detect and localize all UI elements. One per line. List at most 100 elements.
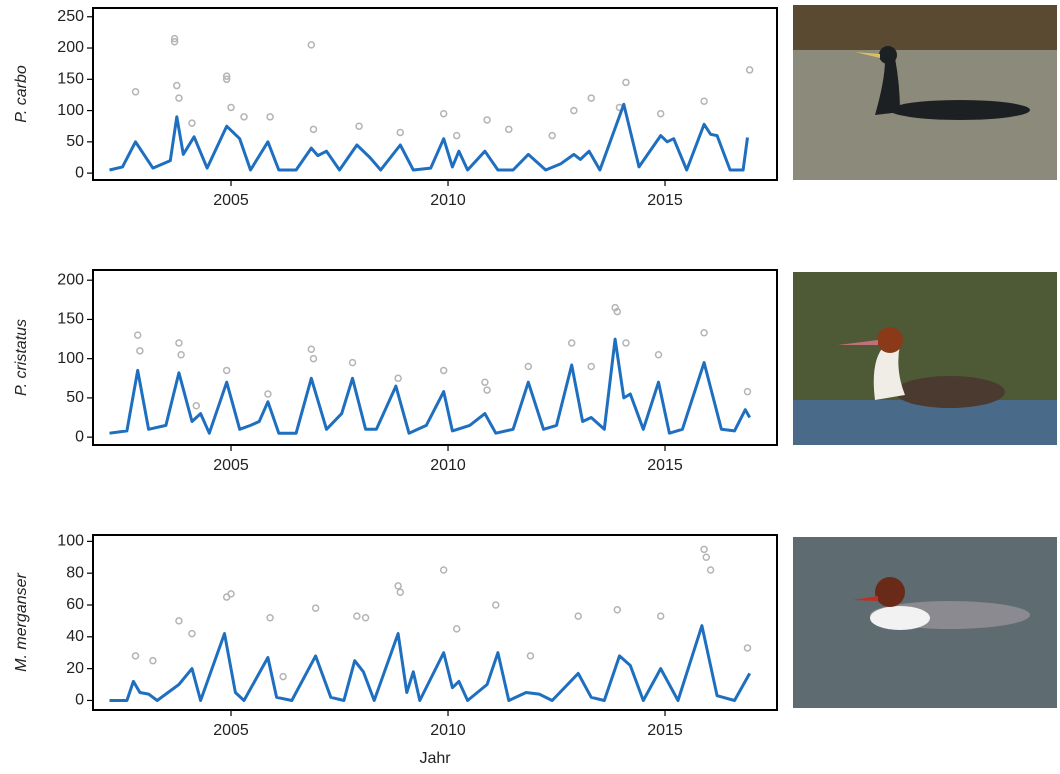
y-tick-label: 200 bbox=[57, 39, 84, 56]
plot-frame bbox=[92, 534, 778, 711]
data-point bbox=[483, 116, 491, 124]
data-point bbox=[131, 88, 140, 96]
x-tick-label: 2005 bbox=[213, 722, 249, 739]
data-point bbox=[706, 566, 715, 574]
data-point bbox=[188, 629, 196, 638]
data-point bbox=[133, 331, 142, 339]
data-point bbox=[149, 656, 157, 665]
photo-grebe bbox=[793, 272, 1057, 445]
data-point bbox=[173, 81, 181, 90]
y-tick-label: 40 bbox=[66, 628, 84, 645]
y-tick-label: 100 bbox=[57, 350, 84, 367]
data-point bbox=[587, 94, 595, 102]
data-point bbox=[567, 339, 576, 347]
data-point bbox=[227, 590, 235, 598]
data-point bbox=[175, 339, 183, 347]
data-point bbox=[307, 345, 316, 354]
data-point bbox=[222, 75, 231, 84]
data-point bbox=[439, 566, 448, 574]
data-point bbox=[394, 582, 402, 590]
y-tick-label: 250 bbox=[57, 8, 84, 25]
photo-merganser bbox=[793, 537, 1057, 708]
x-tick-label: 2015 bbox=[647, 192, 683, 209]
data-point bbox=[613, 606, 622, 614]
y-tick-label: 20 bbox=[66, 660, 84, 677]
y-tick-label: 0 bbox=[75, 428, 84, 445]
plot-frame bbox=[92, 7, 778, 181]
data-point bbox=[266, 613, 274, 622]
data-point bbox=[175, 94, 183, 102]
trend-line bbox=[109, 102, 749, 172]
x-axis-label: Jahr bbox=[419, 750, 451, 767]
data-point bbox=[309, 354, 318, 363]
data-point bbox=[656, 109, 665, 118]
data-point bbox=[526, 652, 535, 660]
data-point bbox=[177, 351, 185, 359]
data-point bbox=[548, 131, 556, 140]
data-point bbox=[394, 374, 402, 383]
data-point bbox=[396, 588, 405, 597]
data-point bbox=[613, 307, 622, 316]
data-point bbox=[439, 366, 448, 375]
y-tick-label: 50 bbox=[66, 133, 84, 150]
data-point bbox=[700, 329, 708, 337]
y-tick-label: 150 bbox=[57, 311, 84, 328]
x-tick-label: 2015 bbox=[647, 457, 683, 474]
data-point bbox=[483, 386, 491, 394]
trend-line bbox=[109, 624, 752, 702]
y-tick-label: 60 bbox=[66, 596, 84, 613]
data-point bbox=[700, 545, 708, 554]
y-tick-label: 100 bbox=[57, 102, 84, 119]
data-point bbox=[279, 672, 287, 681]
data-point bbox=[745, 66, 754, 74]
data-point bbox=[136, 347, 144, 355]
data-point bbox=[622, 78, 630, 87]
y-tick-label: 0 bbox=[75, 164, 84, 181]
x-tick-label: 2005 bbox=[213, 192, 249, 209]
data-point bbox=[452, 131, 461, 140]
x-tick-label: 2010 bbox=[430, 722, 466, 739]
data-point bbox=[656, 612, 665, 620]
y-axis-label: P. cristatus bbox=[13, 319, 30, 396]
data-point bbox=[311, 604, 320, 612]
y-tick-label: 100 bbox=[57, 533, 84, 550]
data-point bbox=[170, 38, 179, 46]
y-tick-label: 200 bbox=[57, 271, 84, 288]
data-point bbox=[222, 72, 231, 80]
data-point bbox=[264, 390, 272, 398]
data-point bbox=[348, 358, 357, 367]
data-point bbox=[396, 128, 405, 137]
data-point bbox=[309, 125, 318, 134]
data-point bbox=[505, 125, 513, 134]
plot-frame bbox=[92, 269, 778, 446]
data-point bbox=[452, 625, 461, 633]
data-point bbox=[743, 387, 752, 396]
data-point bbox=[175, 617, 183, 625]
x-tick-label: 2010 bbox=[430, 457, 466, 474]
data-point bbox=[188, 119, 196, 127]
y-tick-label: 150 bbox=[57, 71, 84, 88]
data-point bbox=[622, 339, 630, 347]
data-point bbox=[131, 652, 140, 660]
data-point bbox=[481, 378, 489, 386]
x-tick-label: 2005 bbox=[213, 457, 249, 474]
y-axis-label: P. carbo bbox=[13, 65, 30, 123]
data-point bbox=[227, 103, 235, 112]
y-tick-label: 80 bbox=[66, 564, 84, 581]
data-point bbox=[355, 122, 363, 130]
y-axis-label: M. merganser bbox=[13, 572, 30, 671]
data-point bbox=[654, 351, 663, 359]
data-point bbox=[361, 613, 370, 622]
y-tick-label: 50 bbox=[66, 389, 84, 406]
trend-line bbox=[109, 337, 752, 435]
y-tick-label: 0 bbox=[75, 692, 84, 709]
data-point bbox=[700, 97, 708, 105]
data-point bbox=[222, 366, 231, 375]
data-point bbox=[587, 362, 595, 371]
data-point bbox=[570, 106, 578, 115]
data-point bbox=[524, 362, 533, 371]
data-point bbox=[170, 34, 179, 43]
data-point bbox=[240, 113, 248, 121]
data-point bbox=[574, 612, 582, 620]
